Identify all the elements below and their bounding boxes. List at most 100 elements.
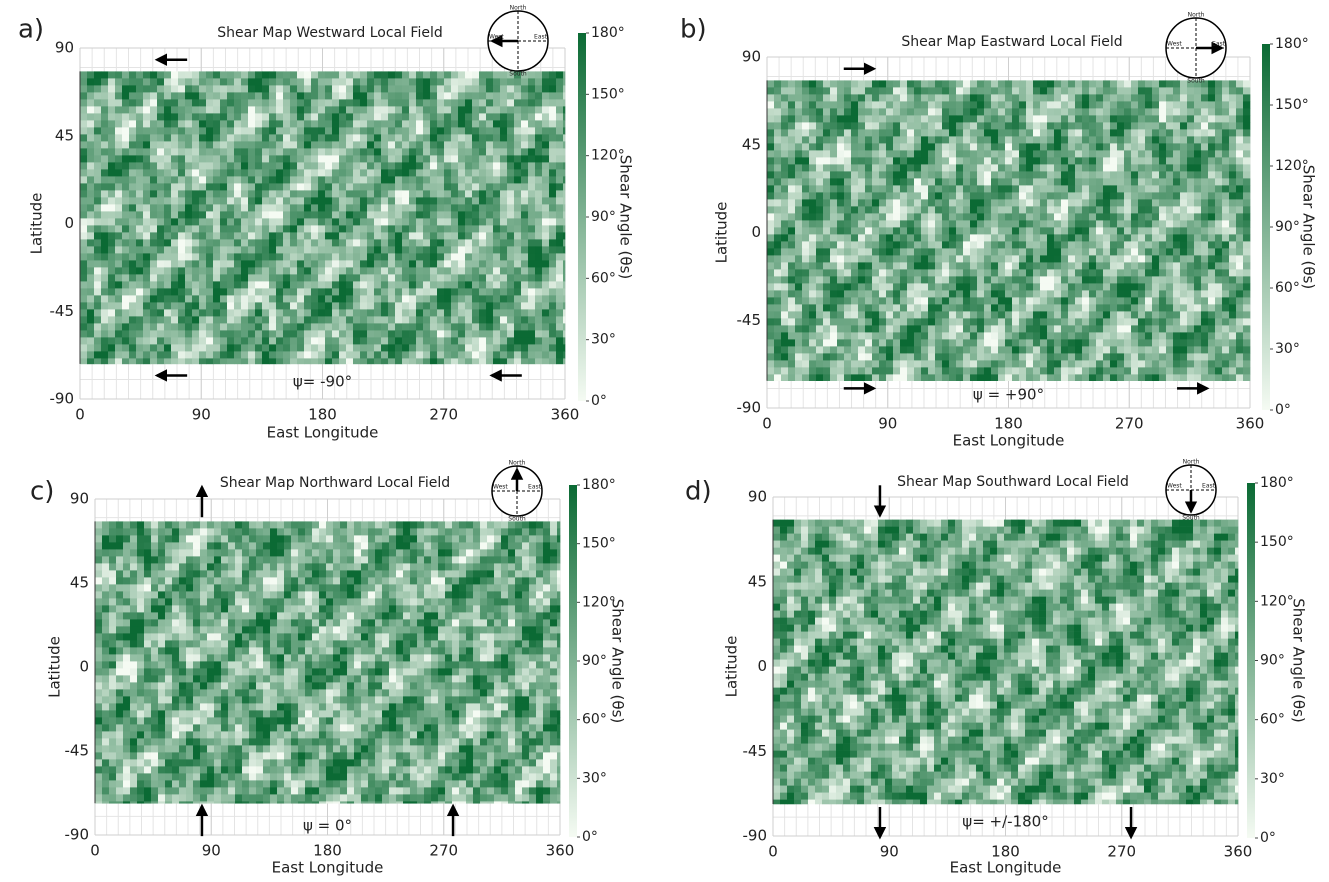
map-cell (269, 197, 277, 205)
map-cell (535, 190, 543, 198)
map-cell (297, 274, 305, 282)
map-cell (325, 120, 333, 128)
map-cell (255, 239, 263, 247)
map-cell (136, 176, 144, 184)
map-cell (1054, 206, 1062, 214)
map-cell (360, 218, 368, 226)
map-cell (241, 337, 249, 345)
map-cell (395, 267, 403, 275)
map-cell (311, 274, 319, 282)
map-cell (234, 99, 242, 107)
map-cell (767, 129, 775, 137)
map-cell (423, 344, 431, 352)
map-cell (276, 288, 284, 296)
map-cell (837, 241, 845, 249)
map-cell (430, 316, 438, 324)
map-cell (1110, 150, 1118, 158)
map-cell (150, 169, 158, 177)
map-cell (472, 358, 480, 365)
map-cell (241, 71, 249, 79)
map-cell (893, 80, 901, 88)
map-cell (549, 106, 557, 114)
map-cell (1124, 262, 1132, 270)
map-cell (206, 190, 214, 198)
map-cell (465, 183, 473, 191)
map-cell (395, 148, 403, 156)
map-cell (528, 337, 536, 345)
map-cell (199, 148, 207, 156)
map-cell (213, 281, 221, 289)
map-cell (998, 101, 1006, 109)
map-cell (479, 260, 487, 268)
map-cell (143, 113, 151, 121)
map-cell (283, 302, 291, 310)
map-cell (1061, 178, 1069, 186)
map-cell (1194, 94, 1202, 102)
map-cell (395, 71, 403, 79)
map-cell (185, 316, 193, 324)
map-cell (353, 302, 361, 310)
map-cell (248, 309, 256, 317)
map-cell (1173, 234, 1181, 242)
map-cell (164, 176, 172, 184)
map-cell (1194, 136, 1202, 144)
map-cell (108, 351, 116, 359)
map-cell (325, 351, 333, 359)
map-cell (942, 220, 950, 228)
map-cell (549, 162, 557, 170)
map-cell (255, 246, 263, 254)
map-cell (998, 94, 1006, 102)
map-cell (542, 288, 550, 296)
map-cell (402, 190, 410, 198)
map-cell (290, 113, 298, 121)
map-cell (395, 288, 403, 296)
map-cell (171, 225, 179, 233)
map-cell (276, 120, 284, 128)
map-cell (101, 295, 109, 303)
map-cell (346, 253, 354, 261)
map-cell (108, 246, 116, 254)
map-cell (444, 330, 452, 338)
map-cell (269, 260, 277, 268)
map-cell (262, 183, 270, 191)
map-cell (1124, 213, 1132, 221)
map-cell (185, 267, 193, 275)
map-cell (360, 225, 368, 233)
map-cell (143, 99, 151, 107)
map-cell (991, 248, 999, 256)
map-cell (115, 309, 123, 317)
map-cell (837, 129, 845, 137)
map-cell (914, 108, 922, 116)
map-cell (227, 85, 235, 93)
map-cell (556, 71, 564, 79)
map-cell (402, 148, 410, 156)
map-cell (1152, 115, 1160, 123)
map-cell (213, 267, 221, 275)
map-cell (1033, 115, 1041, 123)
map-cell (500, 239, 508, 247)
map-cell (430, 232, 438, 240)
map-cell (360, 211, 368, 219)
map-cell (879, 262, 887, 270)
map-cell (346, 225, 354, 233)
map-cell (178, 246, 186, 254)
map-cell (507, 295, 515, 303)
map-cell (549, 260, 557, 268)
map-cell (255, 176, 263, 184)
map-cell (374, 302, 382, 310)
map-cell (248, 204, 256, 212)
map-cell (956, 213, 964, 221)
map-cell (297, 78, 305, 86)
map-cell (395, 309, 403, 317)
map-cell (234, 190, 242, 198)
map-cell (220, 358, 228, 365)
map-cell (767, 143, 775, 151)
map-cell (542, 71, 550, 79)
map-cell (227, 253, 235, 261)
map-cell (360, 190, 368, 198)
map-cell (290, 71, 298, 79)
map-cell (802, 80, 810, 88)
map-cell (192, 71, 200, 79)
map-cell (1075, 227, 1083, 235)
map-cell (276, 344, 284, 352)
